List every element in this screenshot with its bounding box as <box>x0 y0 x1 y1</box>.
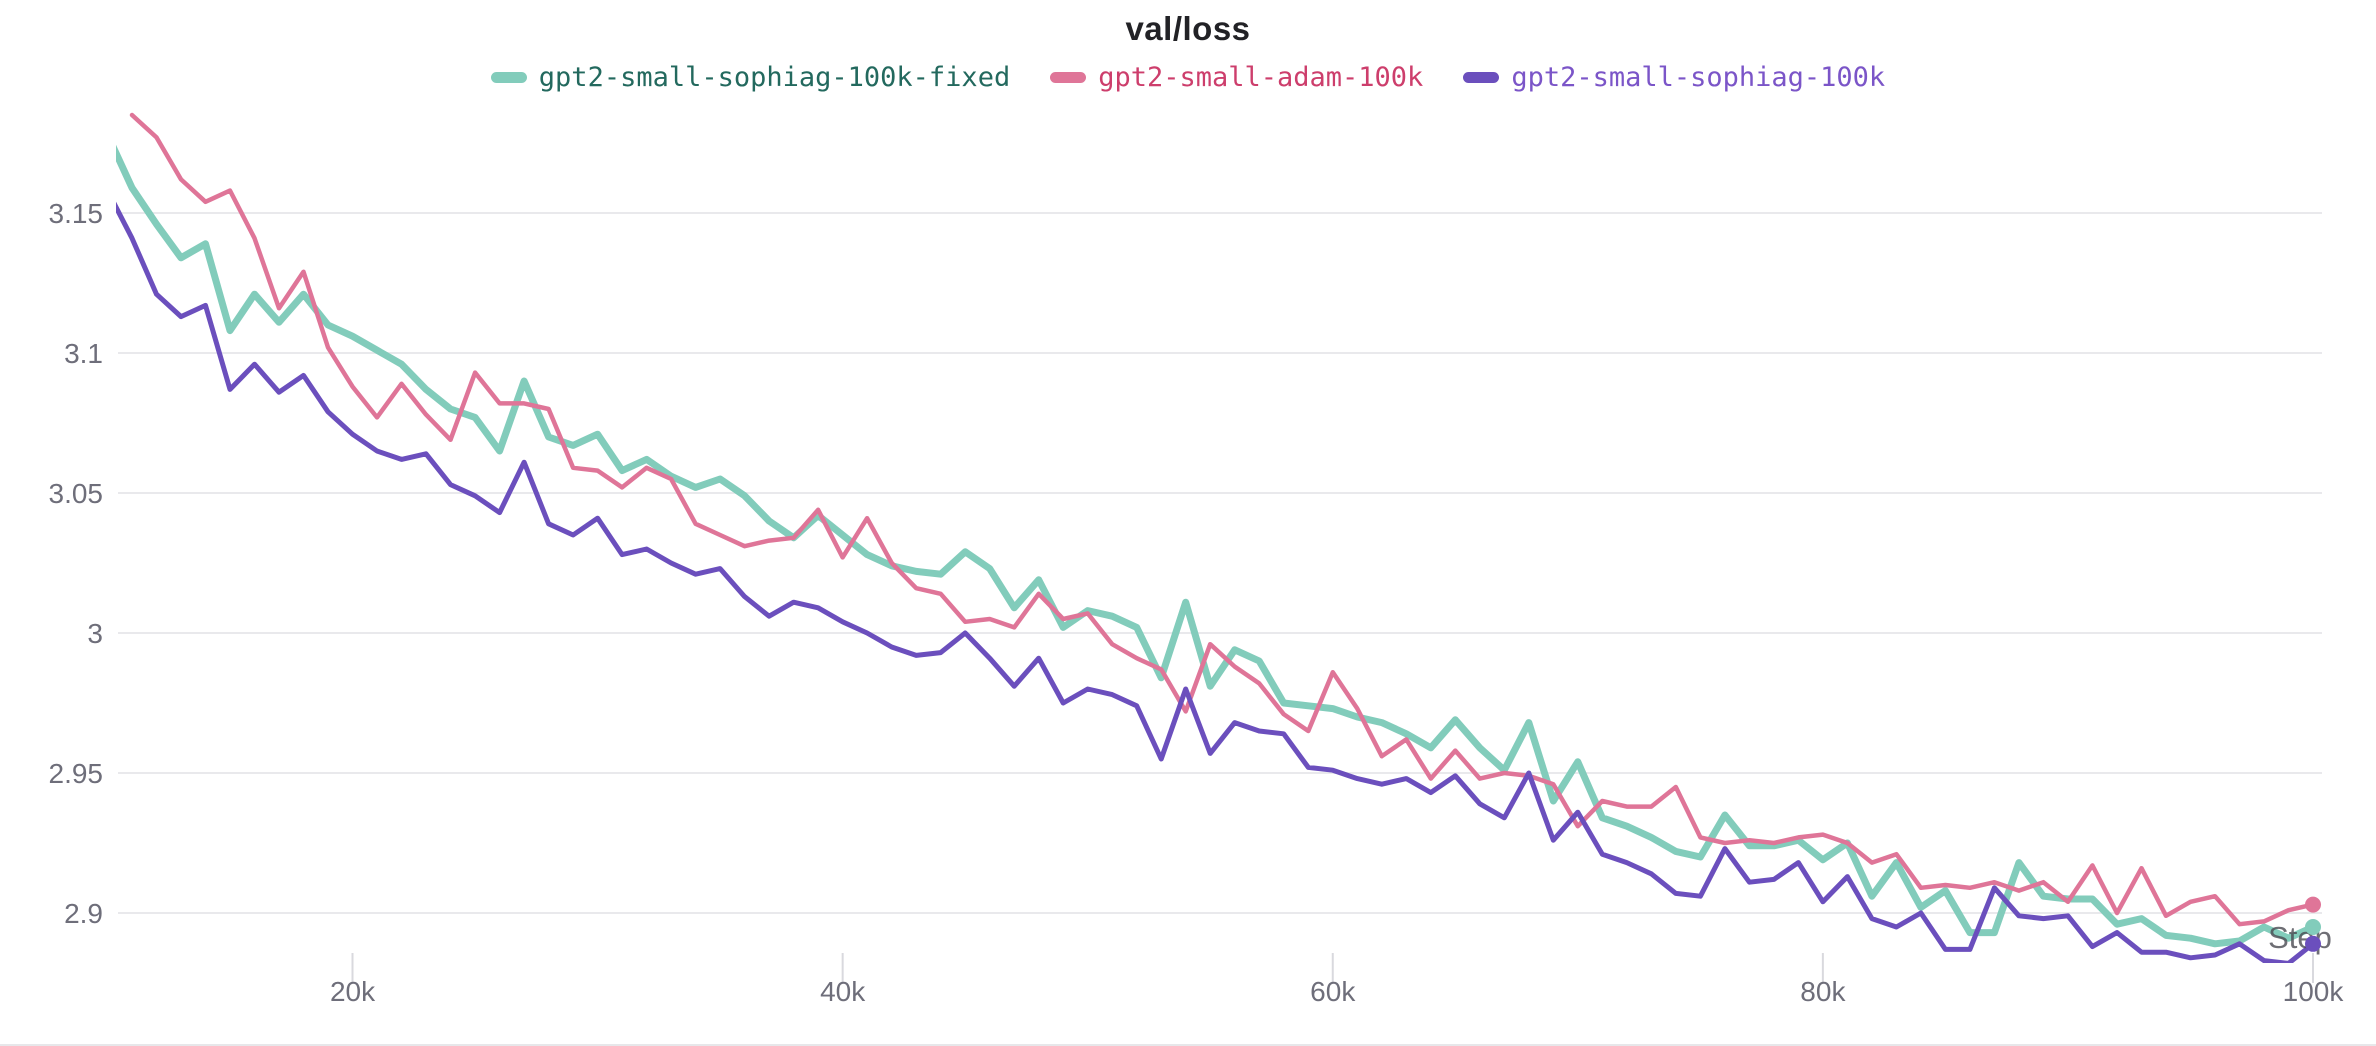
y-axis-tick-label: 3.15 <box>49 198 104 229</box>
series-lines-group <box>116 112 2317 963</box>
x-axis-tick-label: 60k <box>1310 976 1356 1007</box>
y-axis-tick-label: 3 <box>87 618 103 649</box>
y-axis-tick-label: 2.95 <box>49 758 104 789</box>
series-line-gpt2-small-adam-100k <box>129 112 2316 927</box>
legend-swatch-icon <box>1050 72 1087 83</box>
x-axis-tick-label: 80k <box>1800 976 1846 1007</box>
x-axis-tick-label: 40k <box>820 976 866 1007</box>
chart-legend: gpt2-small-sophiag-100k-fixed gpt2-small-… <box>0 64 2376 91</box>
legend-item-label: gpt2-small-adam-100k <box>1098 62 1424 93</box>
x-axis-title: Step <box>2268 920 2332 955</box>
series-endpoint-gpt2-small-sophiag-100k <box>2305 935 2321 952</box>
y-axis-tick-label: 3.1 <box>64 338 103 369</box>
chart-title: val/loss <box>1125 10 1251 47</box>
legend-item-gpt2-small-adam-100k[interactable]: gpt2-small-adam-100k <box>1050 64 1423 91</box>
legend-item-gpt2-small-sophiag-100k-fixed[interactable]: gpt2-small-sophiag-100k-fixed <box>490 62 1011 93</box>
y-axis-tick-label: 2.9 <box>64 898 103 929</box>
x-axis-tick-label: 100k <box>2283 976 2345 1007</box>
x-axis-tick-label: 20k <box>330 976 376 1007</box>
series-line-gpt2-small-sophiag-100k-fixed <box>116 144 2317 948</box>
legend-swatch-icon <box>490 72 527 83</box>
series-endpoint-gpt2-small-sophiag-100k-fixed <box>2305 919 2321 935</box>
legend-item-label: gpt2-small-sophiag-100k-fixed <box>538 62 1011 93</box>
legend-swatch-icon <box>1463 72 1500 83</box>
legend-item-label: gpt2-small-sophiag-100k <box>1511 62 1886 93</box>
y-axis-tick-label: 3.05 <box>49 478 104 509</box>
series-line-gpt2-small-sophiag-100k <box>116 201 2316 963</box>
series-endpoint-gpt2-small-adam-100k <box>2305 896 2321 913</box>
legend-item-gpt2-small-sophiag-100k[interactable]: gpt2-small-sophiag-100k <box>1463 64 1885 91</box>
